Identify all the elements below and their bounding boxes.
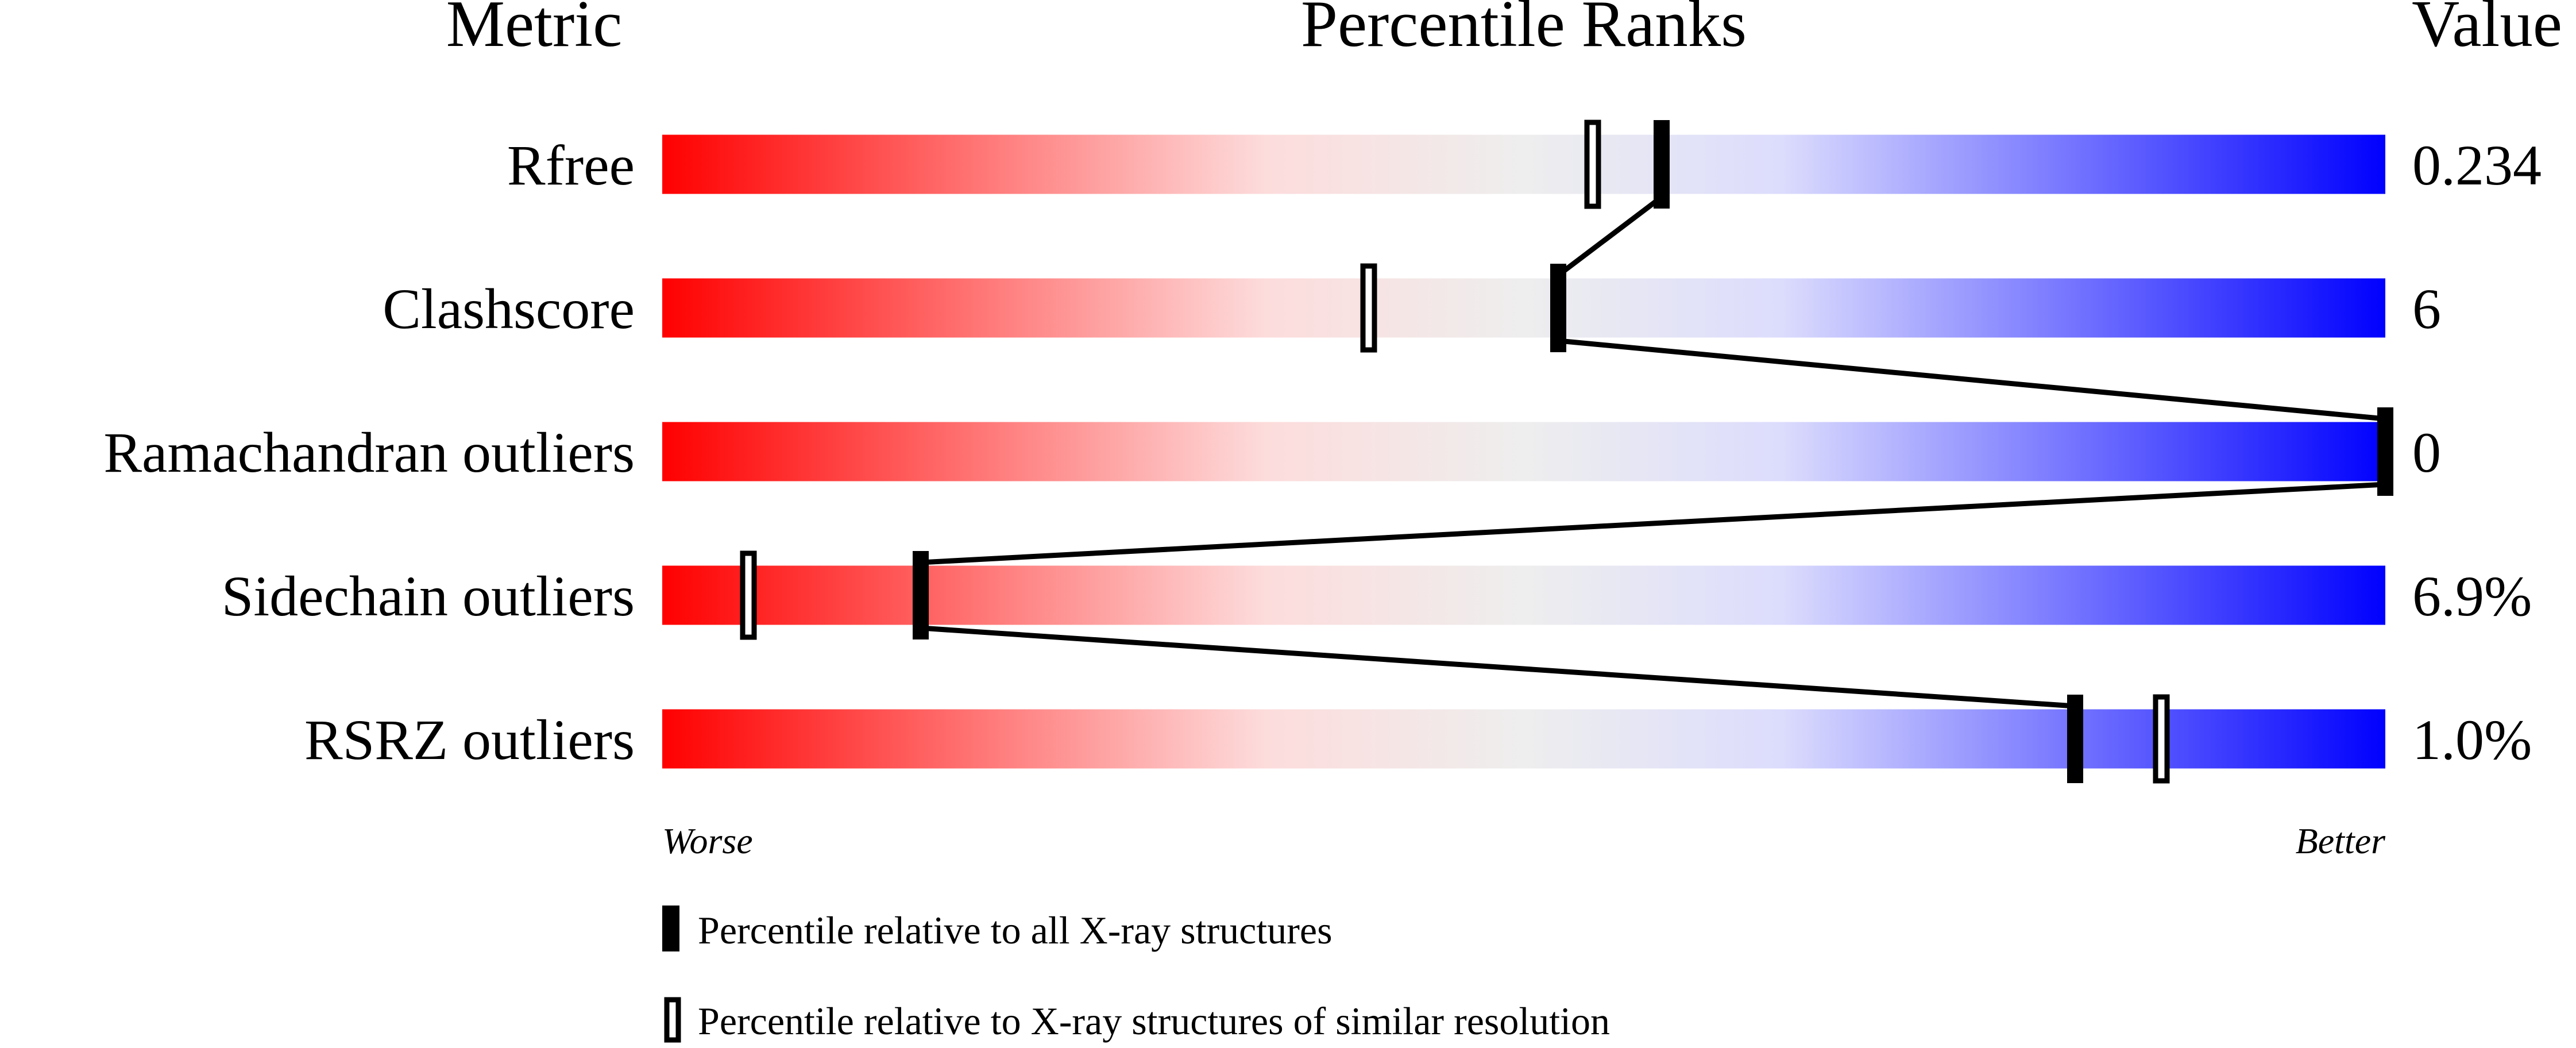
similar-resolution-marker bbox=[1584, 120, 1601, 209]
all-structures-marker bbox=[2377, 407, 2393, 496]
header-value: Value bbox=[2412, 0, 2562, 60]
metric-value: 6.9% bbox=[2412, 564, 2532, 628]
header-metric: Metric bbox=[446, 0, 623, 60]
header-percentile-ranks: Percentile Ranks bbox=[1301, 0, 1747, 60]
percentile-bar bbox=[662, 565, 2385, 625]
connector-line bbox=[1558, 338, 2386, 422]
percentile-bar bbox=[662, 278, 2385, 338]
percentile-bar bbox=[662, 422, 2385, 481]
metric-label: Sidechain outliers bbox=[222, 564, 635, 628]
legend-open-marker bbox=[664, 997, 681, 1043]
percentile-bar bbox=[662, 134, 2385, 194]
legend-open-label: Percentile relative to X-ray structures … bbox=[698, 999, 1610, 1043]
metric-value: 0.234 bbox=[2412, 133, 2542, 197]
all-structures-marker bbox=[1550, 264, 1566, 352]
better-label: Better bbox=[2296, 820, 2386, 861]
legend-filled-label: Percentile relative to all X-ray structu… bbox=[698, 908, 1333, 952]
percentile-bar bbox=[662, 709, 2385, 769]
similar-resolution-marker bbox=[740, 550, 757, 640]
similar-resolution-marker bbox=[2153, 694, 2170, 784]
metric-value: 6 bbox=[2412, 277, 2441, 341]
worse-label: Worse bbox=[662, 820, 753, 861]
metric-label: Rfree bbox=[507, 133, 635, 197]
legend-filled-marker bbox=[662, 906, 679, 951]
all-structures-marker bbox=[1654, 120, 1670, 209]
connector-line bbox=[920, 481, 2386, 565]
all-structures-marker bbox=[913, 551, 929, 639]
metric-label: Ramachandran outliers bbox=[103, 421, 635, 484]
all-structures-marker bbox=[2067, 695, 2083, 783]
metric-label: RSRZ outliers bbox=[304, 708, 635, 772]
similar-resolution-marker bbox=[1360, 263, 1377, 353]
connector-line bbox=[920, 625, 2076, 709]
metric-label: Clashscore bbox=[383, 277, 635, 341]
connector-line bbox=[1557, 195, 1663, 278]
metric-value: 0 bbox=[2412, 421, 2441, 484]
metric-value: 1.0% bbox=[2412, 708, 2532, 772]
